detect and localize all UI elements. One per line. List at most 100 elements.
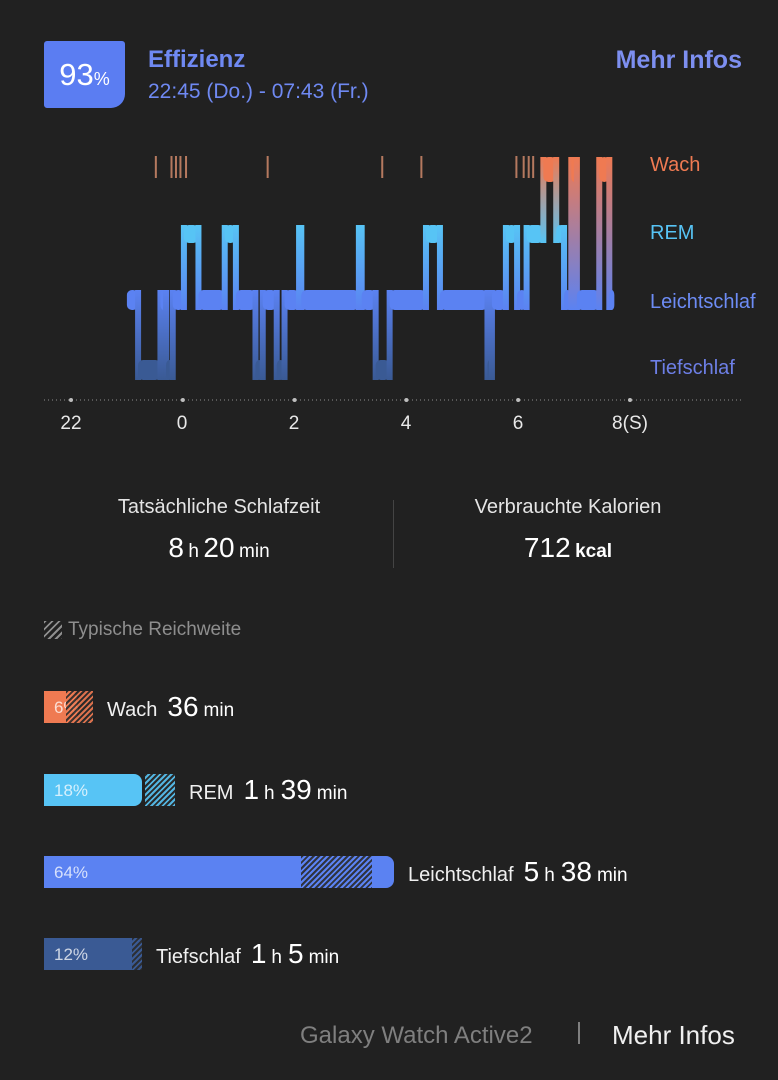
hypnogram-transition: [573, 157, 580, 310]
wake-marker: [532, 156, 535, 178]
efficiency-badge: 93 %: [44, 41, 125, 108]
hypnogram-transition: [358, 225, 365, 310]
typical-range-hatch: [145, 774, 175, 806]
stage-minutes-unit: min: [316, 783, 348, 804]
stage-hours-unit: h: [271, 947, 282, 968]
stage-hours-unit: h: [264, 783, 275, 804]
stage-minutes-unit: min: [596, 865, 628, 886]
hypnogram-transition: [386, 290, 393, 380]
more-info-link-top[interactable]: Mehr Infos: [615, 46, 742, 74]
stage-percent: 64%: [54, 863, 89, 882]
typical-range-legend: Typische Reichweite: [44, 619, 241, 641]
hypnogram-segment-light: [609, 290, 615, 310]
hypnogram-transition: [180, 225, 187, 310]
hypnogram-transition: [553, 157, 560, 243]
sleep-time-value: 8 h 20 min: [168, 532, 269, 564]
x-tick-label: 2: [288, 413, 300, 434]
hypnogram-segment-light: [262, 290, 277, 310]
hypnogram-segment-deep: [138, 360, 161, 380]
hypnogram-transition: [163, 290, 170, 380]
typical-range-hatch: [301, 856, 372, 888]
hypnogram-transition: [561, 225, 568, 310]
hypnogram-transition: [232, 225, 239, 310]
legend-tiefschlaf: Tiefschlaf: [650, 357, 735, 379]
stage-percent: 12%: [54, 945, 89, 964]
wake-marker: [522, 156, 525, 178]
x-tick-label: 6: [512, 413, 524, 434]
hypnogram-transition: [523, 225, 530, 310]
efficiency-title: Effizienz: [148, 46, 246, 73]
x-tick-label: 0: [176, 413, 188, 434]
device-name: Galaxy Watch Active2: [300, 1022, 533, 1049]
stage-name: REM: [189, 782, 234, 804]
wake-marker: [185, 156, 188, 178]
x-tick-label: 4: [400, 413, 412, 434]
stage-hours-unit: h: [544, 865, 555, 886]
hypnogram-segment-light: [361, 290, 376, 310]
wake-marker: [527, 156, 530, 178]
hypnogram-segment-rem: [183, 225, 199, 243]
wake-marker: [381, 156, 384, 178]
stage-hours: 5: [523, 856, 540, 887]
legend-wach: Wach: [650, 154, 701, 176]
footer-separator: [578, 1022, 580, 1044]
stage-bar-label: REM 1 h 39 min: [189, 774, 353, 806]
x-tick-dot: [292, 398, 297, 402]
sleep-time-range: 22:45 (Do.) - 07:43 (Fr.): [148, 80, 369, 103]
hypnogram-transition: [514, 225, 521, 310]
hypnogram-transition: [169, 290, 176, 380]
hypnogram-transition: [298, 225, 305, 310]
wake-marker: [170, 156, 173, 178]
hypnogram-transition: [606, 157, 613, 310]
more-info-link-bottom[interactable]: Mehr Infos: [612, 1020, 735, 1050]
stage-minutes: 38: [560, 856, 592, 887]
hypnogram-transition: [135, 290, 142, 380]
hypnogram-segment-light: [198, 290, 225, 310]
stage-minutes: 39: [280, 774, 312, 805]
stage-name: Tiefschlaf: [156, 946, 241, 968]
efficiency-value: 93: [59, 56, 94, 92]
hypnogram-segment-light: [284, 290, 300, 310]
sleep-minutes-unit: min: [239, 541, 270, 562]
hypnogram-transition: [568, 157, 575, 310]
sleep-hours-unit: h: [188, 541, 199, 562]
stage-minutes-unit: min: [203, 700, 235, 721]
x-tick-dot: [516, 398, 521, 402]
hypnogram-transition: [422, 225, 429, 310]
legend-rem: REM: [650, 222, 695, 244]
hypnogram-transition: [252, 290, 259, 380]
hypnogram-transition: [596, 157, 603, 310]
hypnogram-transition: [281, 290, 288, 380]
hypnogram-segment-light: [576, 290, 600, 310]
stage-hours: 1: [250, 938, 267, 969]
hypnogram-transition: [484, 290, 491, 380]
wake-marker: [515, 156, 518, 178]
hypnogram-segment-light: [491, 290, 506, 310]
calories-number: 712: [523, 532, 571, 563]
legend-leichtschlaf: Leichtschlaf: [650, 291, 756, 313]
stage-bar-label: Tiefschlaf 1 h 5 min: [156, 938, 345, 970]
hypnogram-segment-light: [301, 290, 359, 310]
hypnogram-segment-wach: [543, 157, 557, 182]
typical-range-label: Typische Reichweite: [68, 619, 242, 640]
x-tick-dot: [404, 398, 409, 402]
stage-bar: 18%: [44, 774, 142, 806]
wake-marker: [420, 156, 423, 178]
stage-name: Leichtschlaf: [408, 864, 514, 886]
hypnogram-transition: [502, 225, 509, 310]
wake-marker: [174, 156, 177, 178]
stage-hours: 1: [243, 774, 260, 805]
sleep-minutes: 20: [203, 532, 235, 563]
x-axis-ticks: 22 0 2 4 6 8(S): [0, 413, 778, 443]
wake-marker: [179, 156, 182, 178]
hypnogram-transition: [259, 290, 266, 380]
x-tick-dot: [628, 398, 632, 402]
hypnogram-transition: [372, 290, 379, 380]
sleep-hypnogram-chart: [44, 156, 742, 402]
stage-percent: 18%: [54, 781, 89, 800]
stage-minutes-unit: min: [308, 947, 340, 968]
hypnogram-segment-rem: [425, 225, 440, 243]
x-tick-label: 22: [60, 413, 82, 434]
calories-value: 712 kcal: [524, 532, 612, 564]
stage-bar-label: Wach 36 min: [107, 691, 240, 723]
